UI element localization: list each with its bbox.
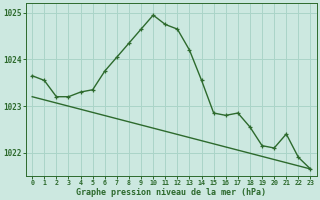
X-axis label: Graphe pression niveau de la mer (hPa): Graphe pression niveau de la mer (hPa) (76, 188, 266, 197)
